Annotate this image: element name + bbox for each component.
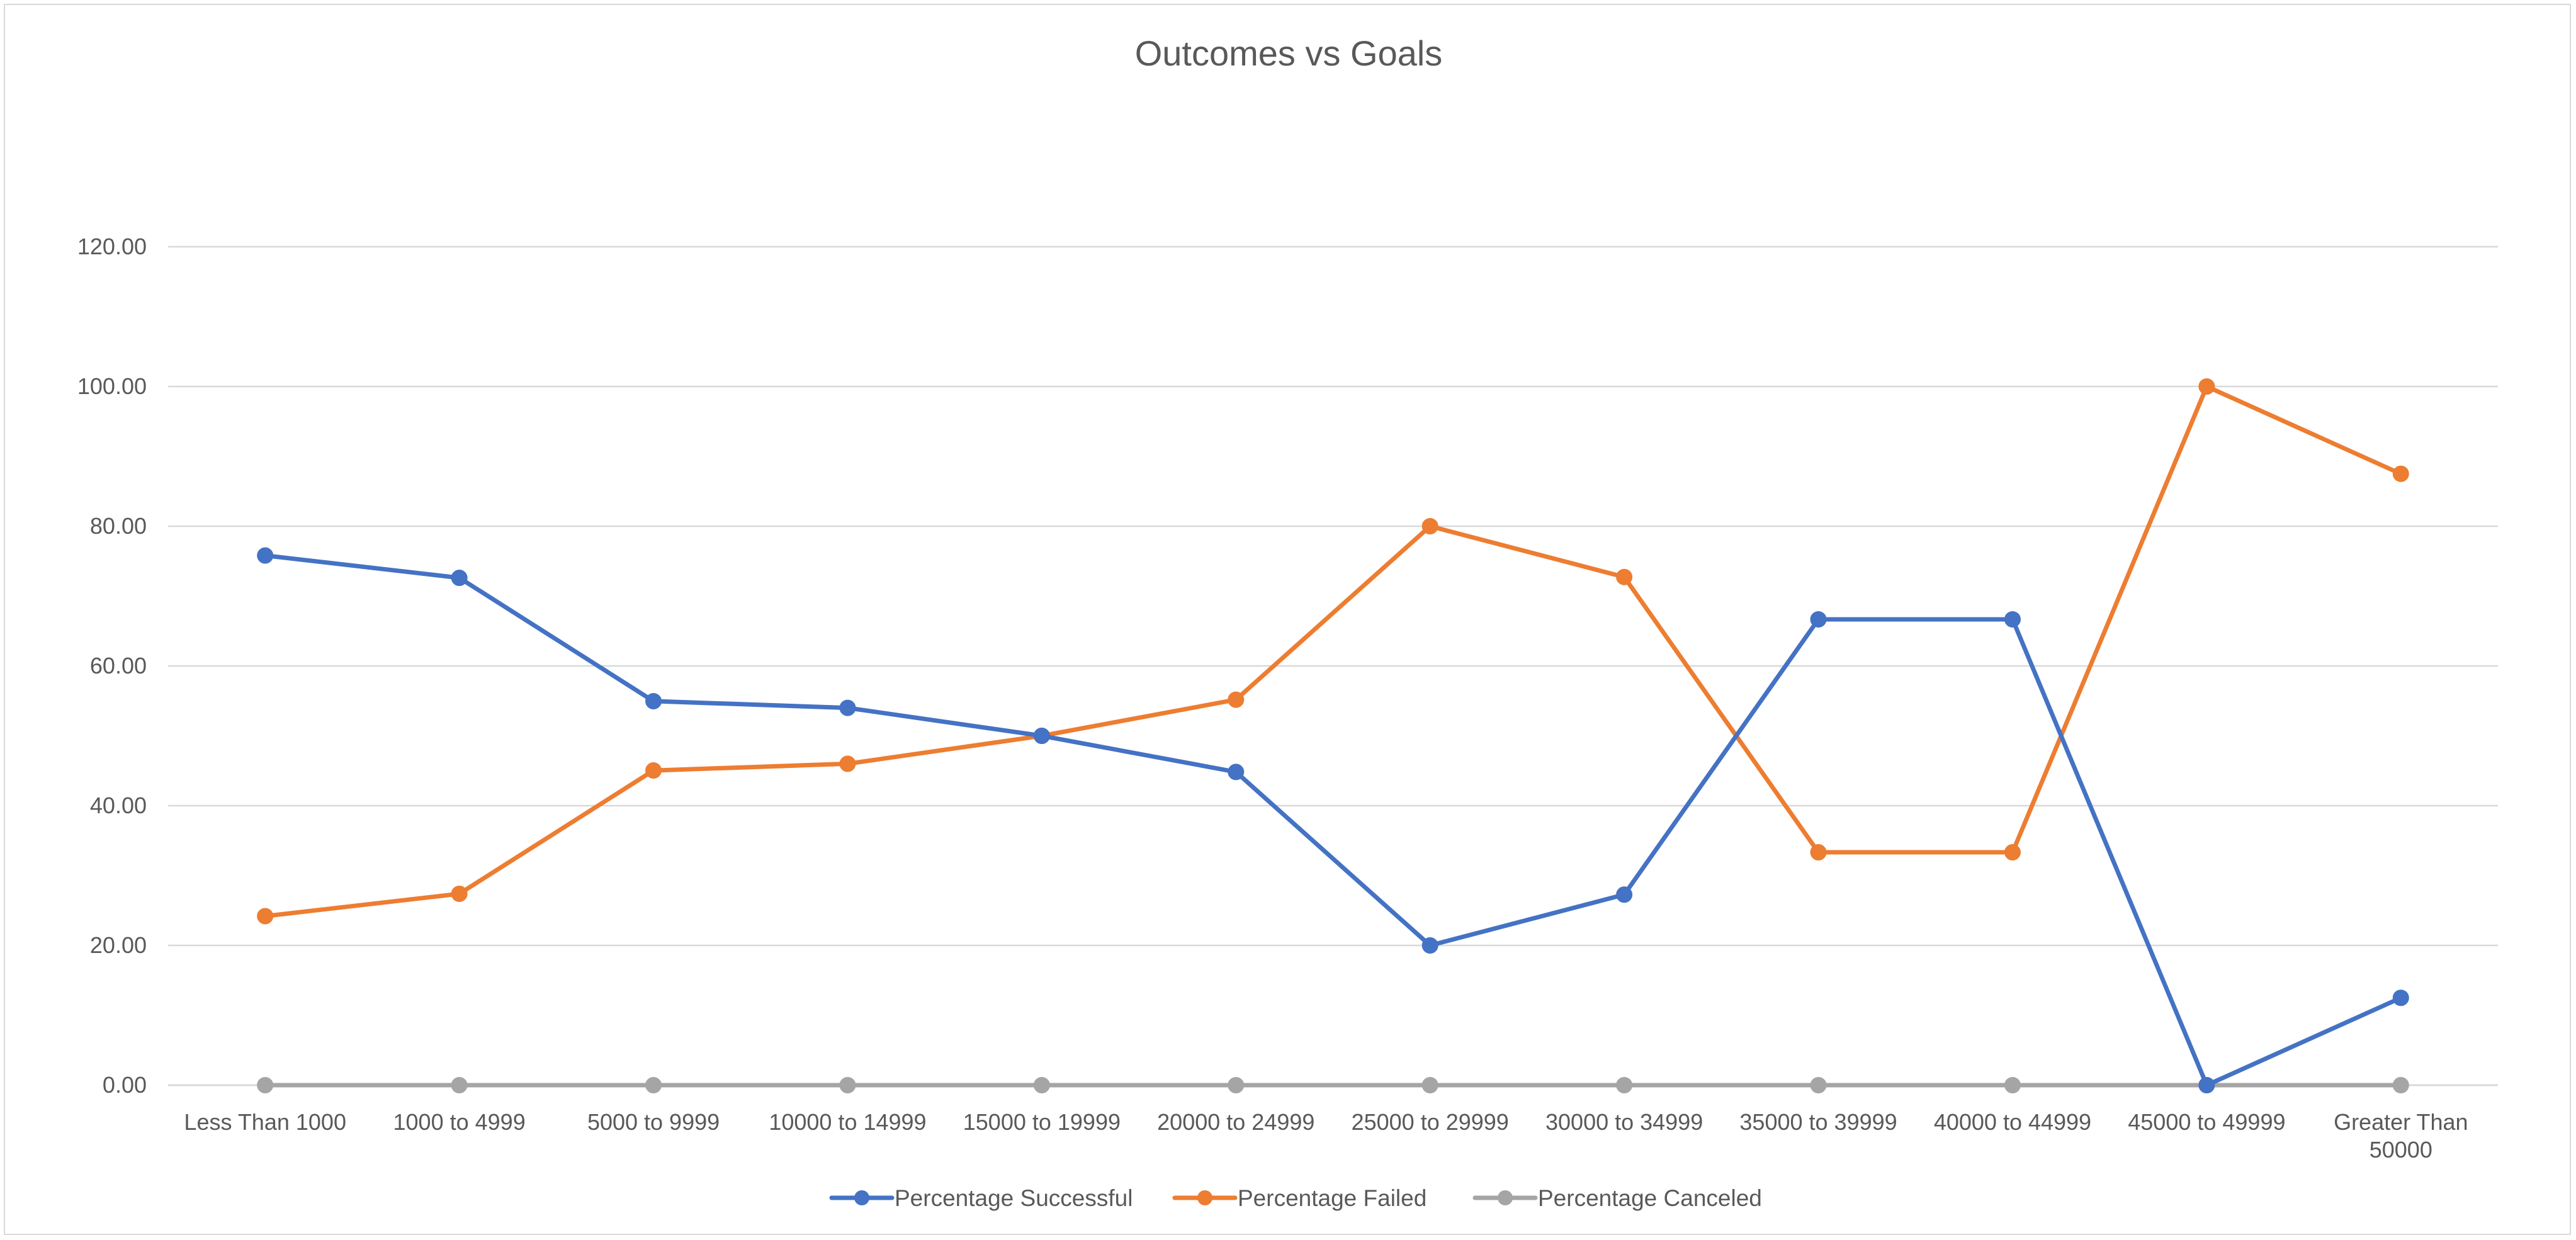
- data-point[interactable]: [2004, 611, 2021, 628]
- x-tick-label: 30000 to 34999: [1545, 1109, 1703, 1135]
- y-tick-label: 100.00: [77, 373, 147, 399]
- data-point[interactable]: [1033, 728, 1050, 744]
- x-tick-label: 15000 to 19999: [963, 1109, 1121, 1135]
- legend-item[interactable]: Percentage Failed: [1172, 1185, 1426, 1211]
- data-point[interactable]: [1228, 1077, 1245, 1093]
- data-point[interactable]: [451, 570, 468, 587]
- data-point[interactable]: [451, 885, 468, 902]
- legend-label: Percentage Successful: [895, 1185, 1133, 1211]
- data-point[interactable]: [2392, 1077, 2409, 1093]
- data-point[interactable]: [2004, 844, 2021, 861]
- data-point[interactable]: [1033, 1077, 1050, 1093]
- gridlines: [168, 245, 2498, 1086]
- data-point[interactable]: [839, 1077, 856, 1093]
- data-point[interactable]: [1228, 764, 1245, 781]
- data-point[interactable]: [2198, 378, 2215, 395]
- data-point[interactable]: [257, 1077, 274, 1093]
- series-0: [257, 547, 2409, 1093]
- x-tick-label: 1000 to 4999: [393, 1109, 526, 1135]
- legend-label: Percentage Canceled: [1538, 1185, 1762, 1211]
- x-tick-label: 45000 to 49999: [2128, 1109, 2285, 1135]
- series-1: [257, 378, 2409, 925]
- data-point[interactable]: [1421, 937, 1438, 954]
- data-point[interactable]: [1810, 611, 1827, 628]
- data-point[interactable]: [645, 692, 662, 709]
- legend-item[interactable]: Percentage Canceled: [1472, 1185, 1762, 1211]
- x-tick-label: 20000 to 24999: [1157, 1109, 1314, 1135]
- legend-swatch-marker: [854, 1190, 869, 1205]
- y-tick-label: 80.00: [90, 513, 147, 539]
- y-tick-label: 60.00: [90, 653, 147, 679]
- line-chart: Outcomes vs Goals 0.00 20.00 40.00 60.00 80.…: [77, 33, 2498, 1211]
- series-lines: [257, 378, 2409, 1093]
- x-tick-label: Less Than 1000: [184, 1109, 346, 1135]
- y-tick-label: 0.00: [103, 1072, 147, 1098]
- y-tick-label: 120.00: [77, 234, 147, 259]
- x-tick-label: 5000 to 9999: [587, 1109, 720, 1135]
- chart-frame: Outcomes vs Goals 0.00 20.00 40.00 60.00 80.…: [4, 4, 2571, 1235]
- legend-swatch-marker: [1498, 1190, 1513, 1205]
- data-point[interactable]: [1616, 1077, 1633, 1093]
- data-point[interactable]: [1810, 1077, 1827, 1093]
- data-point[interactable]: [1228, 691, 1245, 708]
- data-point[interactable]: [645, 762, 662, 779]
- data-point[interactable]: [1616, 886, 1633, 903]
- series-line: [263, 553, 2404, 1088]
- data-point[interactable]: [1616, 568, 1633, 585]
- y-tick-label: 20.00: [90, 932, 147, 958]
- data-point[interactable]: [1421, 1077, 1438, 1093]
- series-line: [263, 384, 2404, 918]
- data-point[interactable]: [257, 547, 274, 564]
- data-point[interactable]: [645, 1077, 662, 1093]
- x-tick-label: 10000 to 14999: [769, 1109, 926, 1135]
- data-point[interactable]: [2392, 465, 2409, 482]
- x-tick-label: Greater Than 50000: [2334, 1109, 2468, 1163]
- series-2: [257, 1077, 2409, 1093]
- legend-swatch-marker: [1197, 1190, 1212, 1205]
- data-point[interactable]: [839, 755, 856, 772]
- x-tick-label: 35000 to 39999: [1739, 1109, 1897, 1135]
- chart-title: Outcomes vs Goals: [1135, 33, 1443, 73]
- data-point[interactable]: [1421, 518, 1438, 534]
- data-point[interactable]: [257, 908, 274, 925]
- data-point[interactable]: [839, 699, 856, 716]
- legend-item[interactable]: Percentage Successful: [829, 1185, 1133, 1211]
- data-point[interactable]: [2392, 989, 2409, 1006]
- y-axis-tick-labels: 0.00 20.00 40.00 60.00 80.00 100.00 120.00: [77, 234, 147, 1098]
- y-tick-label: 40.00: [90, 792, 147, 818]
- x-tick-label: 40000 to 44999: [1934, 1109, 2091, 1135]
- data-point[interactable]: [1810, 844, 1827, 861]
- x-axis-tick-labels: Less Than 1000 1000 to 4999 5000 to 9999 10…: [184, 1109, 2468, 1163]
- data-point[interactable]: [2198, 1077, 2215, 1093]
- data-point[interactable]: [451, 1077, 468, 1093]
- legend: Percentage Successful Percentage Failed Pe…: [829, 1185, 1762, 1211]
- legend-label: Percentage Failed: [1238, 1185, 1426, 1211]
- data-point[interactable]: [2004, 1077, 2021, 1093]
- x-tick-label: 25000 to 29999: [1352, 1109, 1509, 1135]
